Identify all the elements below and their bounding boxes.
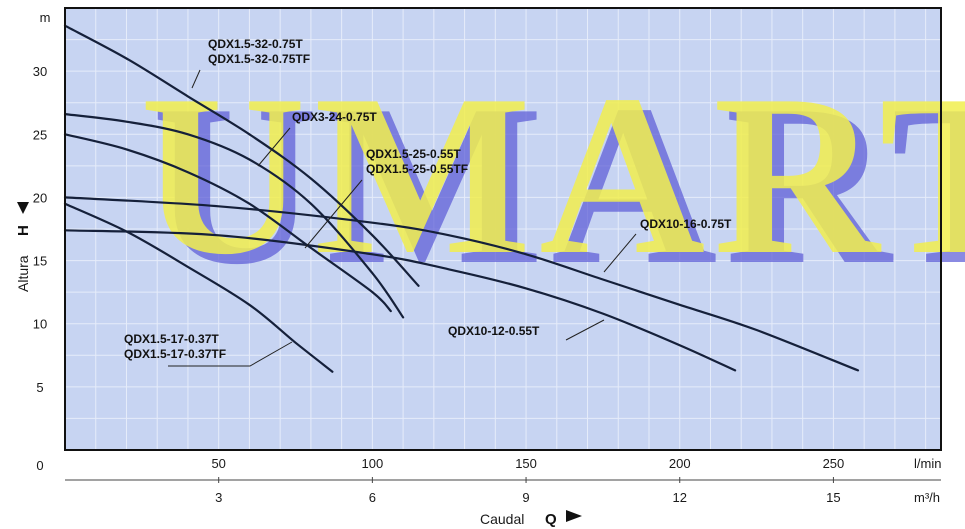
watermark-text: UMART [140,47,965,302]
y-axis: m 5 10 15 20 25 30 0 Altura H [15,10,50,473]
label-leader-line [168,341,293,367]
secondary-x-tick-labels: 3 6 9 12 15 [215,477,841,505]
y-axis-arrow-icon [17,202,29,214]
curve-label: QDX3-24-0.75T [292,110,377,124]
x-axis: 50 100 150 200 250 l/min 3 6 9 12 15 m³/h Caudal… [65,456,941,528]
plot-area: UMART UMART [63,7,965,451]
x-axis-title: Caudal [480,511,524,527]
secondary-x-axis-unit: m³/h [914,490,940,505]
curve-label: QDX1.5-25-0.55TF [366,162,468,176]
y-tick-label: 15 [33,254,47,269]
y-tick-label: 30 [33,64,47,79]
label-leaders [168,69,637,367]
curve-label: QDX10-12-0.55T [448,324,540,338]
curve-label: QDX1.5-17-0.37TF [124,347,226,361]
y-axis-unit: m [40,10,51,25]
performance-curves [63,24,860,373]
curve-1 [63,24,420,287]
grid-lines [65,8,941,450]
curve-label: QDX10-16-0.75T [640,217,732,231]
label-leader-line [603,233,637,273]
secondary-x-tick-label: 6 [369,490,376,505]
watermark: UMART UMART [140,47,965,312]
secondary-x-tick-label: 15 [826,490,840,505]
y-tick-label: 20 [33,190,47,205]
secondary-x-tick-label: 12 [673,490,687,505]
curve-label: QDX1.5-25-0.55T [366,147,461,161]
secondary-x-tick-label: 3 [215,490,222,505]
curve-5 [63,229,737,372]
x-tick-label: 100 [362,456,384,471]
y-axis-title: Altura [15,255,31,292]
label-leader-line [304,179,363,249]
x-tick-label: 200 [669,456,691,471]
x-axis-unit: l/min [914,456,941,471]
label-leader-line [191,69,201,89]
secondary-x-tick-label: 9 [522,490,529,505]
x-tick-label: 250 [823,456,845,471]
y-tick-label: 5 [36,380,43,395]
y-tick-labels: 5 10 15 20 25 30 [33,64,47,395]
x-tick-label: 150 [515,456,537,471]
curve-3 [63,133,392,313]
label-leader-line [565,319,605,341]
y-axis-title-group: Altura H [15,202,32,292]
curve-label: QDX1.5-32-0.75T [208,37,303,51]
curve-label: QDX1.5-32-0.75TF [208,52,310,66]
plot-frame [64,7,942,451]
label-leader-line [257,127,291,167]
x-tick-labels: 50 100 150 200 250 [211,456,844,471]
x-axis-arrow-icon [566,510,582,522]
curve-4 [63,196,860,372]
x-tick-label: 50 [211,456,225,471]
curve-label: QDX1.5-17-0.37T [124,332,219,346]
curve-2 [63,113,405,319]
x-axis-symbol: Q [545,511,557,528]
y-axis-symbol: H [15,225,32,236]
y-tick-label: 10 [33,317,47,332]
y-tick-label: 25 [33,127,47,142]
curve-6 [63,202,334,373]
y-axis-origin-label: 0 [36,458,43,473]
